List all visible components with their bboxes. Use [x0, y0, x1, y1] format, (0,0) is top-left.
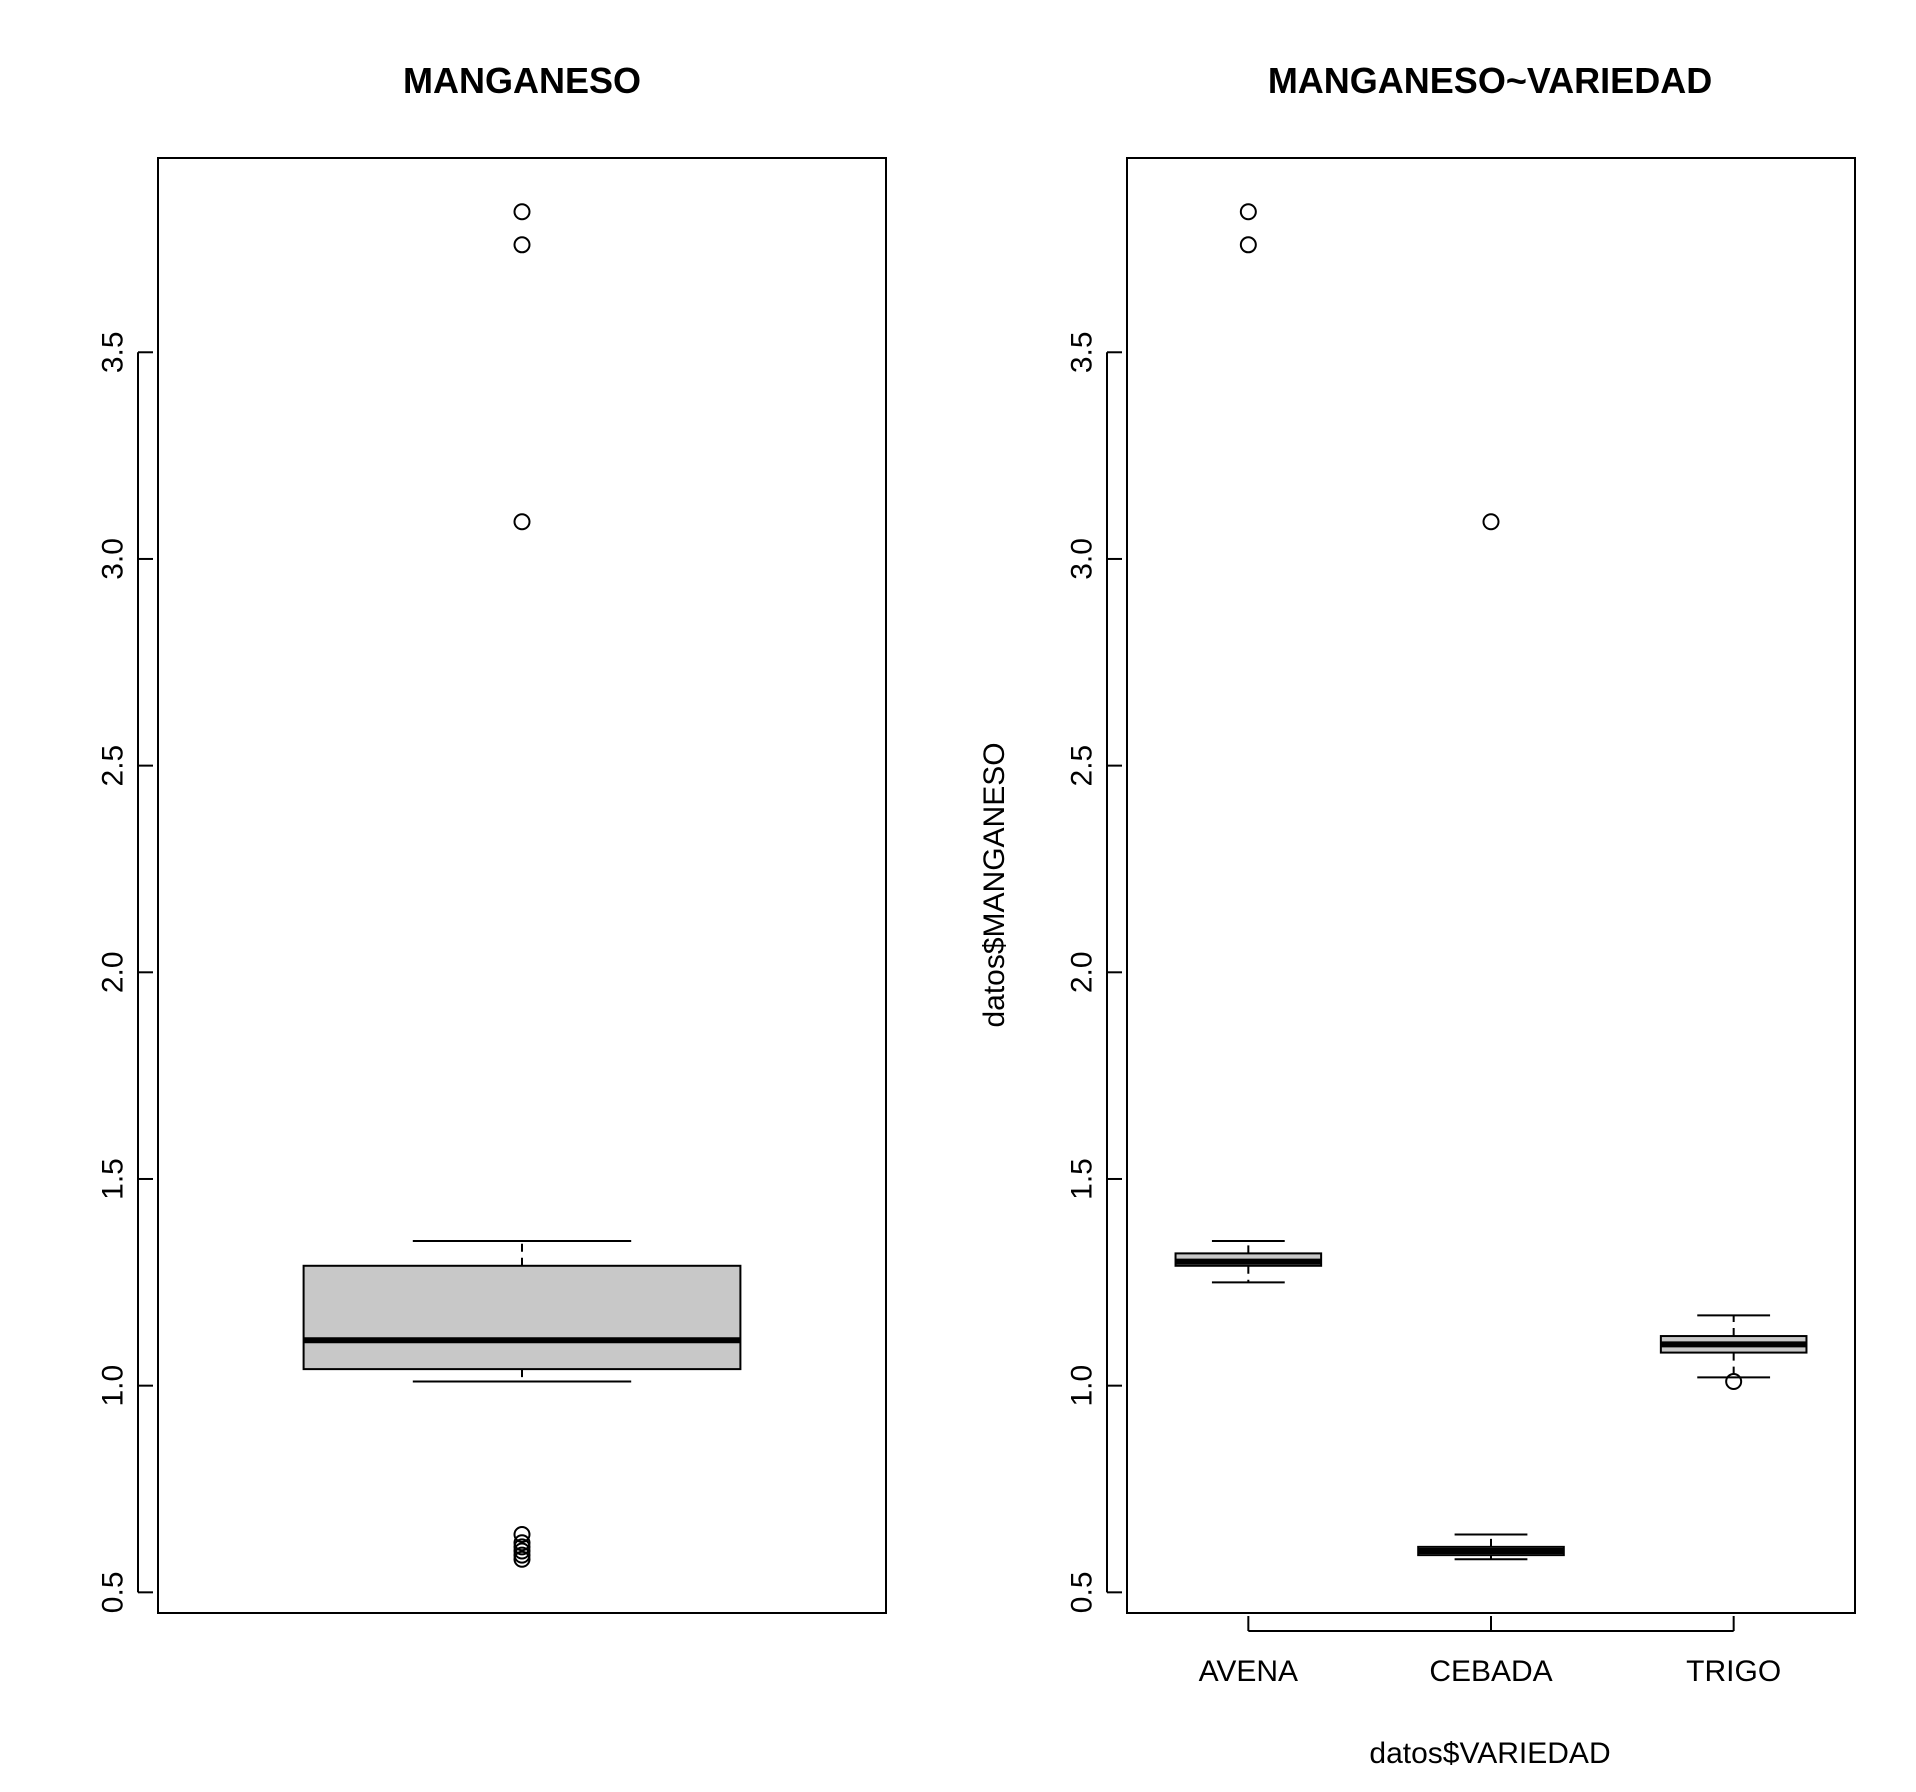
outlier-point — [513, 1550, 531, 1568]
y-tick-label: 1.0 — [1066, 1365, 1099, 1407]
x-axis: AVENA CEBADA TRIGO — [1199, 1616, 1781, 1688]
plot-marks — [302, 203, 742, 1568]
chart-title: MANGANESO~VARIEDAD — [1268, 60, 1712, 101]
outlier-point — [513, 1538, 531, 1556]
y-axis: 0.5 1.0 1.5 2.0 2.5 3.0 3.5 — [1066, 331, 1122, 1613]
boxplot-cebada — [1417, 513, 1565, 1561]
outlier-point — [1239, 236, 1257, 254]
outlier-point — [1239, 203, 1257, 221]
y-tick-label: 3.0 — [97, 538, 130, 580]
y-tick-label: 2.0 — [1066, 951, 1099, 993]
x-tick-label: AVENA — [1199, 1655, 1298, 1688]
y-tick-label: 3.5 — [1066, 331, 1099, 373]
x-tick-label: CEBADA — [1429, 1655, 1552, 1688]
outlier-point — [513, 236, 531, 254]
outlier-point — [513, 1525, 531, 1543]
chart-panel-manganeso: MANGANESO 0.5 1.0 1.5 2.0 2.5 3.0 3.5 — [97, 60, 887, 1614]
outlier-point — [1725, 1373, 1743, 1391]
chart-panel-manganeso-variedad: MANGANESO~VARIEDAD 0.5 1.0 1.5 2.0 2.5 3.0 3.5… — [978, 60, 1856, 1770]
y-tick-label: 2.5 — [97, 745, 130, 787]
outlier-point — [513, 1546, 531, 1564]
outlier-point — [513, 203, 531, 221]
plot-frame — [157, 157, 887, 1614]
plot-frame — [1126, 157, 1856, 1614]
y-tick-label: 1.5 — [1066, 1158, 1099, 1200]
y-tick-label: 3.0 — [1066, 538, 1099, 580]
y-tick-label: 3.5 — [97, 331, 130, 373]
outlier-point — [1482, 513, 1500, 531]
boxplot-all — [302, 203, 742, 1568]
y-tick-label: 1.5 — [97, 1158, 130, 1200]
y-axis-label: datos$MANGANESO — [978, 742, 1011, 1027]
x-axis-label: datos$VARIEDAD — [1369, 1737, 1610, 1770]
y-tick-label: 2.0 — [97, 951, 130, 993]
y-tick-label: 1.0 — [97, 1365, 130, 1407]
boxplot-trigo — [1659, 1314, 1808, 1391]
outlier-point — [513, 513, 531, 531]
y-tick-label: 0.5 — [97, 1571, 130, 1613]
chart-title: MANGANESO — [403, 60, 641, 101]
box — [302, 1264, 742, 1371]
y-tick-label: 2.5 — [1066, 745, 1099, 787]
outlier-point — [513, 1534, 531, 1552]
x-tick-label: TRIGO — [1686, 1655, 1781, 1688]
boxplot-avena — [1174, 203, 1323, 1284]
outlier-point — [513, 1542, 531, 1560]
y-tick-label: 0.5 — [1066, 1571, 1099, 1613]
y-axis: 0.5 1.0 1.5 2.0 2.5 3.0 3.5 — [97, 331, 153, 1613]
plot-marks — [1174, 203, 1808, 1561]
